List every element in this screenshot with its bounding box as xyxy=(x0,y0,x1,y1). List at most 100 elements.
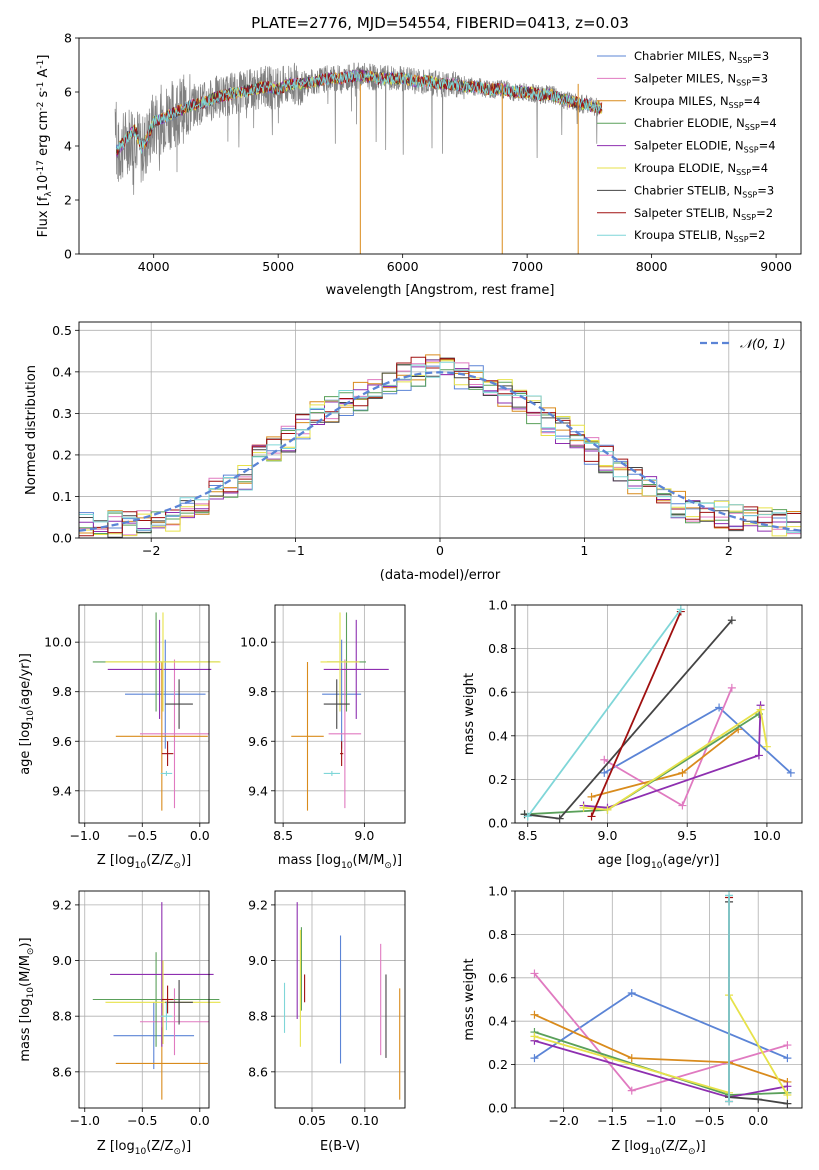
y-tick-label: 9.8 xyxy=(52,684,72,699)
weight-line xyxy=(524,713,760,816)
weight-marker xyxy=(754,751,763,760)
weight-marker xyxy=(530,969,539,978)
y-tick-label: 8.8 xyxy=(52,1009,72,1024)
y-tick-label: 2 xyxy=(64,193,72,208)
y-tick-label: 0.2 xyxy=(488,1057,508,1072)
y-tick-label: 0.8 xyxy=(488,927,508,942)
y-tick-label: 9.0 xyxy=(52,953,72,968)
x-axis-label: mass [log10(M/M⊙)] xyxy=(278,853,402,871)
y-tick-label: 9.4 xyxy=(248,783,268,798)
weight-marker xyxy=(530,1010,539,1019)
y-axis-label: mass weight xyxy=(462,673,477,755)
weight-marker xyxy=(715,703,724,712)
x-axis-label: E(B-V) xyxy=(320,1139,360,1154)
y-tick-label: 9.2 xyxy=(248,897,268,912)
y-tick-label: 4 xyxy=(64,139,72,154)
weight-marker xyxy=(530,1032,539,1041)
x-tick-label: 10.0 xyxy=(753,828,781,843)
legend-entry: Salpeter ELODIE, NSSP=4 xyxy=(634,139,776,155)
y-tick-label: 0.2 xyxy=(52,447,72,462)
x-tick-label: −1 xyxy=(286,543,304,558)
y-tick-label: 1.0 xyxy=(488,598,508,613)
weight-marker xyxy=(762,742,771,751)
plot-frame xyxy=(78,37,802,255)
weight-marker xyxy=(754,1095,763,1104)
x-tick-label: 9.0 xyxy=(354,828,374,843)
chart-mass_Z: −1.0 −0.5 0.0 8.6 8.8 9.0 9.2 Z [log10(Z/Z⊙)] ma… xyxy=(18,890,221,1157)
y-tick-label: 6 xyxy=(64,85,72,100)
weight-marker xyxy=(600,755,609,764)
weight-line xyxy=(590,611,682,817)
y-tick-label: 9.0 xyxy=(248,953,268,968)
weight-marker xyxy=(786,768,795,777)
weight-marker xyxy=(579,803,588,812)
x-tick-label: 0.0 xyxy=(190,1113,210,1128)
y-axis-label: mass [log10(M/M⊙)] xyxy=(18,937,36,1061)
weight-marker xyxy=(783,1090,792,1099)
x-tick-label: −2 xyxy=(142,543,160,558)
y-axis-label: Flux [fλ10-17 erg cm-2 s-1 A-1] xyxy=(36,55,54,238)
legend-entry: Kroupa STELIB, NSSP=2 xyxy=(634,228,765,244)
plot-frame xyxy=(78,890,210,1109)
weight-marker xyxy=(783,1082,792,1091)
weight-line xyxy=(534,1013,788,1083)
y-tick-label: 9.8 xyxy=(248,684,268,699)
x-tick-label: 9.5 xyxy=(677,828,697,843)
x-tick-label: 5000 xyxy=(262,259,294,274)
model-spectrum xyxy=(116,69,603,155)
model-spectrum xyxy=(115,70,603,151)
weight-marker xyxy=(676,605,685,614)
x-tick-label: 4000 xyxy=(138,259,170,274)
weight-marker xyxy=(587,812,596,821)
x-tick-label: 9000 xyxy=(760,259,792,274)
legend-entry: Chabrier MILES, NSSP=3 xyxy=(634,49,769,65)
x-tick-label: 9.0 xyxy=(598,828,618,843)
legend-entry: Kroupa ELODIE, NSSP=4 xyxy=(634,161,768,177)
plot-frame xyxy=(274,890,406,1109)
y-tick-label: 9.2 xyxy=(52,897,72,912)
y-tick-label: 8.8 xyxy=(248,1009,268,1024)
y-tick-label: 0.0 xyxy=(488,816,508,831)
weight-marker xyxy=(783,1099,792,1108)
plot-frame xyxy=(514,890,803,1109)
y-tick-label: 0.3 xyxy=(52,406,72,421)
chart-mass_ebv: 0.05 0.10 8.6 8.8 9.0 9.2 E(B-V) xyxy=(248,890,406,1154)
x-tick-label: −1.0 xyxy=(70,1113,100,1128)
legend-entry: Chabrier ELODIE, NSSP=4 xyxy=(634,116,777,132)
x-tick-label: −1.0 xyxy=(70,828,100,843)
legend-entry: 𝒩(0, 1) xyxy=(740,336,786,351)
weight-marker xyxy=(603,805,612,814)
x-axis-label: (data-model)/error xyxy=(380,568,501,583)
y-tick-label: 0 xyxy=(64,247,72,262)
chart-title: PLATE=2776, MJD=54554, FIBERID=0413, z=0… xyxy=(251,14,629,32)
x-tick-label: −0.5 xyxy=(127,1113,157,1128)
y-tick-label: 0.4 xyxy=(488,728,508,743)
y-axis-label: Normed distribution xyxy=(24,365,39,495)
x-axis-label: Z [log10(Z/Z⊙)] xyxy=(97,1139,191,1157)
x-tick-label: 1 xyxy=(580,543,588,558)
x-tick-label: 8.5 xyxy=(518,828,538,843)
y-tick-label: 0.6 xyxy=(488,685,508,700)
legend-entry: Chabrier STELIB, NSSP=3 xyxy=(634,183,774,199)
plot-frame xyxy=(78,604,210,824)
y-tick-label: 9.4 xyxy=(52,783,72,798)
x-tick-label: −2.0 xyxy=(548,1113,578,1128)
y-tick-label: 10.0 xyxy=(44,635,72,650)
chart-age_mass: 8.5 9.0 9.4 9.6 9.8 10.0 mass [log10(M/M⊙)] xyxy=(240,604,406,871)
y-axis-label: mass weight xyxy=(462,958,477,1040)
chart-weight_Z: −2.0 −1.5 −1.0 −0.5 0.0 0.0 0.2 0.4 0.6 0.8 1.0 Z [… xyxy=(462,884,803,1157)
y-tick-label: 10.0 xyxy=(240,635,268,650)
weight-marker xyxy=(555,814,564,823)
chart-spectrum: 4000 5000 6000 7000 8000 9000 0 2 4 6 8 PLATE=2776,… xyxy=(36,14,802,298)
y-tick-label: 0.4 xyxy=(488,1014,508,1029)
y-tick-label: 0.1 xyxy=(52,489,72,504)
y-tick-label: 9.6 xyxy=(248,734,268,749)
weight-marker xyxy=(783,1054,792,1063)
weight-marker xyxy=(600,768,609,777)
x-tick-label: 6000 xyxy=(387,259,419,274)
legend-entry: Salpeter MILES, NSSP=3 xyxy=(634,71,768,87)
plot-frame xyxy=(274,604,406,824)
weight-marker xyxy=(627,1086,636,1095)
weight-marker xyxy=(627,988,636,997)
